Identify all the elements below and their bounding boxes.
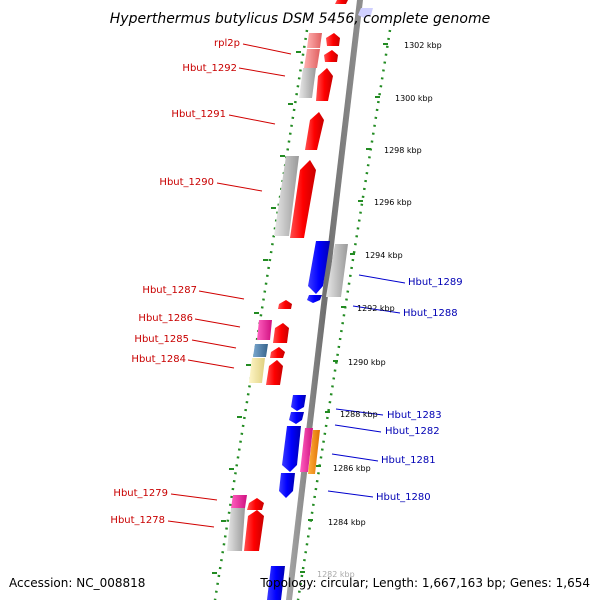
- feature-box-gray[interactable]: [227, 508, 245, 551]
- gene-label-rev[interactable]: Hbut_1288: [403, 308, 458, 319]
- gene-arrow-fwd[interactable]: [290, 160, 316, 238]
- reverse-gene-labels: Hbut_1289 Hbut_1288 Hbut_1283 Hbut_1282 …: [376, 277, 463, 503]
- gene-label-rev[interactable]: Hbut_1282: [385, 426, 440, 437]
- gene-label-fwd[interactable]: Hbut_1286: [138, 313, 193, 324]
- reverse-leader-lines: [327, 274, 406, 498]
- kbp-tick-label: 1300 kbp: [395, 94, 433, 103]
- accession-text: Accession: NC_008818: [9, 576, 145, 590]
- gene-label-rev[interactable]: Hbut_1281: [381, 455, 436, 466]
- forward-gene-labels: rpl2p Hbut_1292 Hbut_1291 Hbut_1290 Hbut…: [110, 38, 240, 526]
- gene-arrow-fwd[interactable]: [316, 68, 333, 101]
- kbp-tick-label: 1292 kbp: [357, 304, 395, 313]
- map-title: Hyperthermus butylicus DSM 5456, complet…: [110, 11, 490, 27]
- kbp-tick-label: 1296 kbp: [374, 198, 412, 207]
- gene-arrow-fwd[interactable]: [335, 0, 348, 4]
- gene-label-fwd[interactable]: Hbut_1292: [182, 63, 237, 74]
- kbp-tick-label: 1290 kbp: [348, 358, 386, 367]
- left-ruler-ticks: [212, 51, 301, 574]
- gene-label-fwd[interactable]: rpl2p: [214, 38, 240, 49]
- feature-box-gray[interactable]: [326, 244, 348, 297]
- gene-label-fwd[interactable]: Hbut_1285: [134, 334, 189, 345]
- left-ruler-line: [213, 29, 309, 600]
- kbp-tick-label: 1286 kbp: [333, 464, 371, 473]
- gene-arrow-fwd[interactable]: [247, 498, 264, 510]
- right-ruler-line: [296, 29, 392, 600]
- kbp-tick-label: 1302 kbp: [404, 41, 442, 50]
- gene-label-fwd[interactable]: Hbut_1290: [159, 177, 214, 188]
- feature-box-pink[interactable]: [307, 33, 322, 48]
- gene-label-fwd[interactable]: Hbut_1278: [110, 515, 165, 526]
- feature-box-khaki[interactable]: [249, 358, 265, 383]
- gene-arrow-rev[interactable]: [291, 395, 306, 411]
- right-ruler-ticks: [300, 43, 388, 573]
- feature-box-magenta[interactable]: [300, 428, 313, 472]
- gene-arrow-rev[interactable]: [267, 566, 285, 600]
- feature-box-magenta[interactable]: [257, 320, 272, 340]
- feature-box-pink[interactable]: [304, 49, 320, 68]
- kbp-tick-label: 1298 kbp: [384, 146, 422, 155]
- forward-leader-lines: [167, 43, 292, 528]
- gene-arrow-rev[interactable]: [289, 412, 304, 424]
- gene-arrow-rev[interactable]: [308, 241, 330, 294]
- gene-arrow-fwd[interactable]: [244, 510, 264, 551]
- reverse-feature-boxes: [300, 244, 348, 474]
- gene-arrow-fwd[interactable]: [278, 300, 292, 309]
- gene-arrow-rev[interactable]: [307, 295, 322, 303]
- gene-label-rev[interactable]: Hbut_1283: [387, 410, 442, 421]
- gene-arrow-fwd[interactable]: [270, 347, 285, 358]
- feature-box-steelblue[interactable]: [253, 344, 268, 357]
- kbp-tick-label: 1294 kbp: [365, 251, 403, 260]
- gene-label-rev[interactable]: Hbut_1289: [408, 277, 463, 288]
- forward-gene-arrows: [244, 0, 348, 551]
- kbp-tick-label: 1282 kbp: [317, 570, 355, 579]
- gene-label-fwd[interactable]: Hbut_1284: [131, 354, 186, 365]
- gene-label-rev[interactable]: Hbut_1280: [376, 492, 431, 503]
- topology-text: Topology: circular; Length: 1,667,163 bp…: [259, 576, 590, 590]
- gene-arrow-fwd[interactable]: [324, 50, 338, 62]
- gene-arrow-fwd[interactable]: [273, 323, 289, 343]
- feature-box-gray[interactable]: [299, 68, 316, 98]
- feature-box-magenta[interactable]: [231, 495, 247, 508]
- gene-label-fwd[interactable]: Hbut_1287: [142, 285, 197, 296]
- gene-arrow-rev[interactable]: [282, 426, 301, 472]
- forward-feature-boxes: [227, 33, 322, 551]
- feature-box-gray[interactable]: [274, 156, 299, 236]
- gene-arrow-fwd[interactable]: [326, 33, 340, 46]
- gene-label-fwd[interactable]: Hbut_1279: [113, 488, 168, 499]
- kbp-tick-label: 1284 kbp: [328, 518, 366, 527]
- feature-box-orange[interactable]: [308, 430, 320, 474]
- kbp-tick-label: 1288 kbp: [340, 410, 378, 419]
- gene-arrow-rev[interactable]: [358, 8, 373, 18]
- gene-arrow-fwd[interactable]: [266, 360, 283, 385]
- reverse-gene-arrows: [267, 8, 373, 600]
- gene-arrow-fwd[interactable]: [305, 112, 324, 150]
- kbp-ruler-labels: 1302 kbp 1300 kbp 1298 kbp 1296 kbp 1294…: [317, 41, 442, 579]
- gene-arrow-rev[interactable]: [279, 473, 295, 498]
- gene-label-fwd[interactable]: Hbut_1291: [171, 109, 226, 120]
